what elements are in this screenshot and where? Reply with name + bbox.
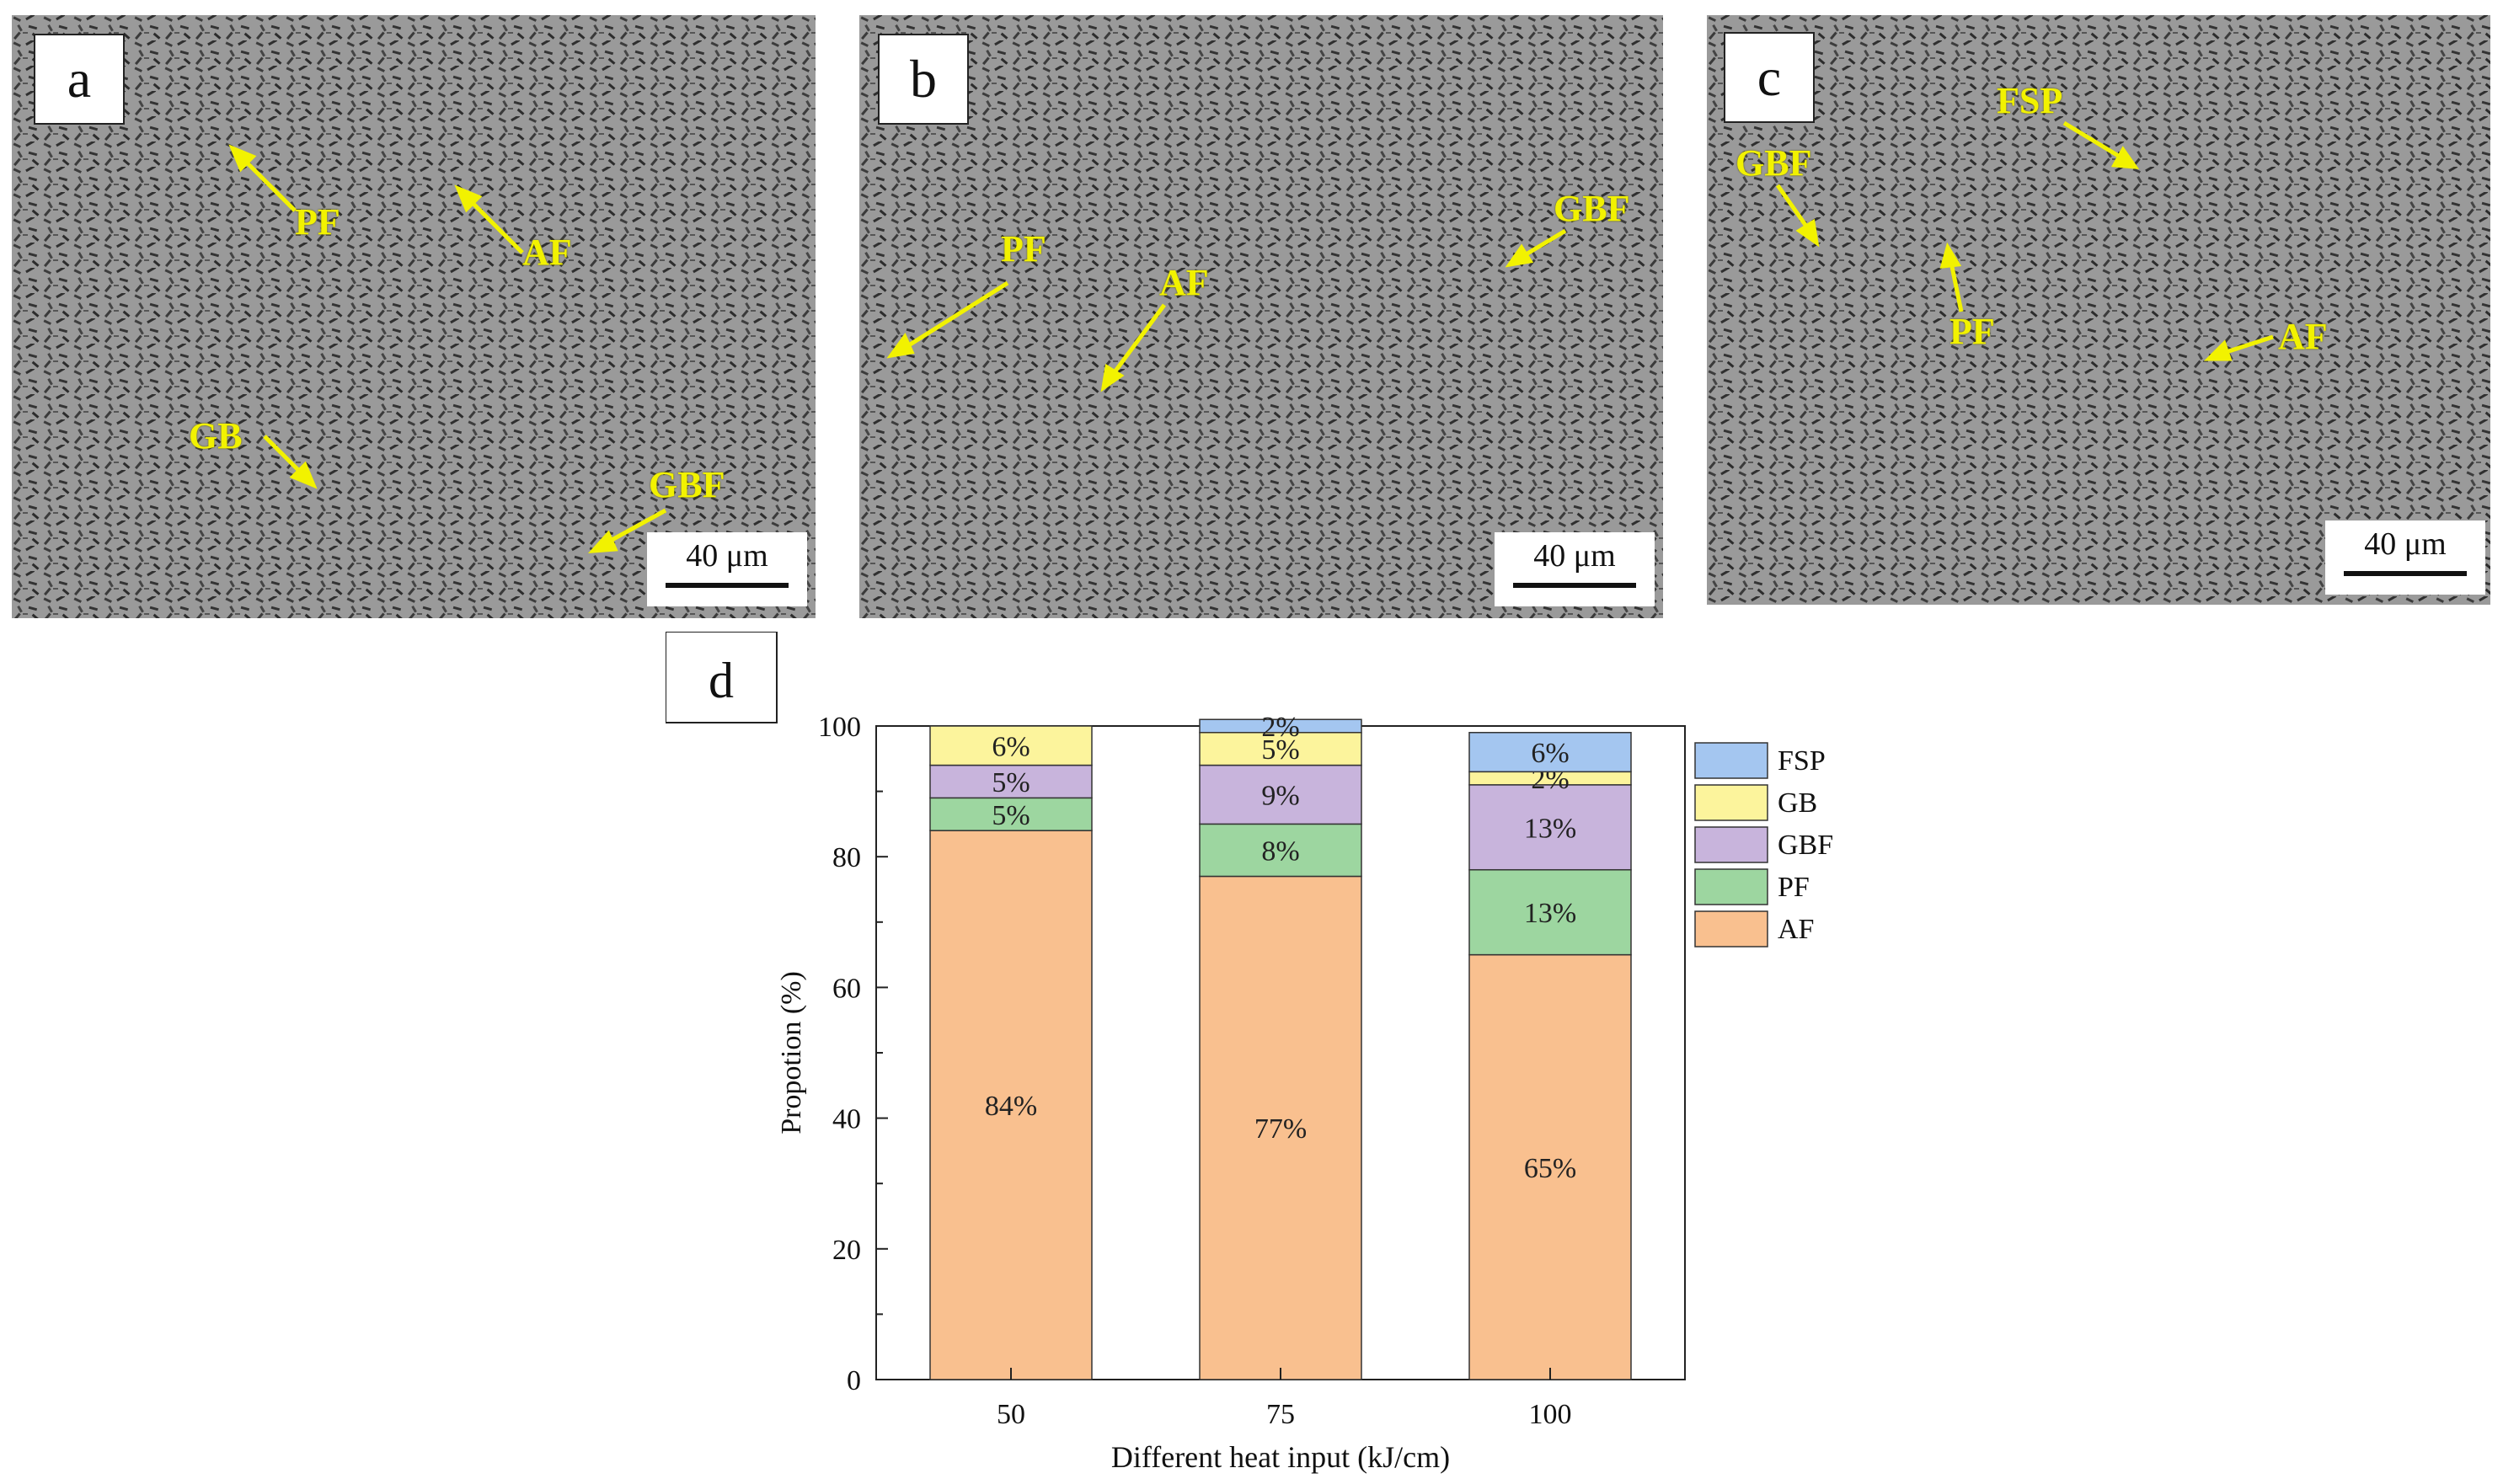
data-label: 6%: [992, 731, 1030, 762]
y-tick-label: 80: [832, 842, 861, 873]
chart-panel-label-box: [666, 632, 778, 723]
panel-label: c: [1724, 32, 1815, 123]
annotation-gb: GB: [189, 415, 243, 456]
chart-panel-label: d: [709, 653, 734, 708]
legend-swatch-gb: [1694, 784, 1768, 821]
bar-segment-gbf: [1468, 784, 1632, 871]
legend-swatch-gbf: [1694, 826, 1768, 863]
annotation-fsp: FSP: [1997, 80, 2063, 121]
panel-label: a: [34, 34, 125, 125]
micrograph-texture: [12, 15, 816, 618]
data-label: 2%: [1261, 712, 1299, 743]
data-label: 5%: [992, 800, 1030, 831]
annotation-gbf: GBF: [1736, 142, 1812, 184]
scale-bar: 40 μm: [1495, 532, 1655, 606]
panel-label: b: [878, 34, 969, 125]
data-label: 13%: [1524, 898, 1576, 929]
data-label: 9%: [1261, 780, 1299, 811]
scale-bar: 40 μm: [647, 532, 807, 606]
legend-label: PF: [1778, 872, 1810, 903]
legend-label: FSP: [1778, 745, 1826, 777]
bar-segment-gbf: [1199, 764, 1362, 825]
data-label: 5%: [1261, 734, 1299, 766]
data-label: 84%: [985, 1091, 1037, 1122]
bar-segment-pf: [929, 797, 1093, 831]
annotation-af: AF: [522, 232, 572, 273]
x-tick-label: 75: [1266, 1399, 1295, 1430]
scale-bar: 40 μm: [2325, 520, 2485, 595]
x-tick-label: 50: [997, 1399, 1025, 1430]
data-label: 13%: [1524, 813, 1576, 844]
annotation-af: AF: [2278, 316, 2328, 357]
micrograph-panel-c: c GBF FSP PF AF 40 μm: [1707, 15, 2490, 605]
bar-segment-gb: [929, 725, 1093, 766]
annotation-arrows: [886, 228, 1567, 392]
legend-swatch-pf: [1694, 868, 1768, 905]
annotation-arrows: [228, 144, 667, 553]
annotation-gbf: GBF: [649, 464, 725, 505]
annotation-af: AF: [1159, 262, 1209, 303]
annotation-arrows: [1775, 120, 2274, 361]
bar-segment-fsp: [1199, 718, 1362, 734]
scale-bar-line: [1513, 583, 1636, 588]
annotation-pf: PF: [1001, 228, 1046, 270]
y-tick-label: 40: [832, 1104, 861, 1135]
y-tick-label: 20: [832, 1235, 861, 1266]
micrograph-panel-b: b PF AF GBF 40 μm: [859, 15, 1663, 618]
micrograph-texture: [859, 15, 1663, 618]
scale-bar-label: 40 μm: [686, 538, 768, 574]
legend-swatch-af: [1694, 910, 1768, 948]
micrograph-texture: [1707, 15, 2490, 605]
legend-label: GBF: [1778, 830, 1833, 861]
annotation-pf: PF: [1949, 311, 1995, 352]
y-tick-label: 100: [818, 712, 861, 743]
scale-bar-label: 40 μm: [2364, 526, 2447, 562]
legend-label: AF: [1778, 914, 1814, 945]
data-label: 65%: [1524, 1153, 1576, 1184]
micrograph-panel-a: a PF AF GB GBF 40 μm: [12, 15, 816, 618]
scale-bar-line: [666, 583, 789, 588]
legend-swatch-fsp: [1694, 742, 1768, 779]
x-tick-label: 100: [1529, 1399, 1572, 1430]
x-axis-label: Different heat input (kJ/cm): [1111, 1440, 1450, 1474]
data-label: 77%: [1254, 1113, 1307, 1145]
annotation-gbf: GBF: [1554, 188, 1630, 229]
bar-segment-gb: [1199, 732, 1362, 766]
y-tick-label: 0: [847, 1365, 861, 1396]
scale-bar-label: 40 μm: [1533, 538, 1616, 574]
data-label: 6%: [1531, 738, 1569, 769]
scale-bar-line: [2344, 571, 2467, 576]
data-label: 8%: [1261, 835, 1299, 867]
stacked-bar-chart: d 0 20 40 60 80 100 Propotion (%) 84% 5% 5% 6% 50 77…: [666, 632, 1912, 1484]
data-label: 5%: [992, 767, 1030, 798]
legend-label: GB: [1778, 787, 1817, 819]
bar-segment-fsp: [1468, 732, 1632, 773]
annotation-pf: PF: [295, 201, 340, 243]
y-tick-label: 60: [832, 973, 861, 1004]
y-axis-label: Propotion (%): [776, 971, 807, 1134]
bar-segment-af: [929, 830, 1093, 1380]
